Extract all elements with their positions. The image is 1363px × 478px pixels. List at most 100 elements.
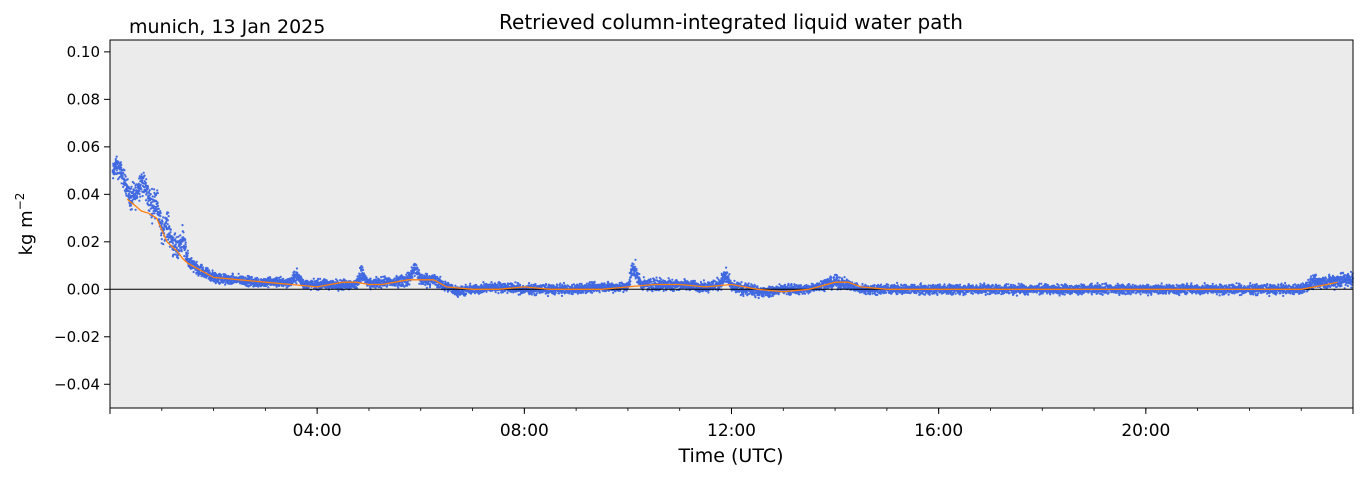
- raw-point: [124, 175, 127, 178]
- raw-point: [442, 280, 445, 283]
- raw-point: [295, 267, 298, 270]
- raw-point: [178, 244, 181, 247]
- raw-point: [129, 190, 132, 193]
- raw-point: [593, 281, 596, 284]
- raw-point: [362, 268, 365, 271]
- raw-point: [148, 189, 151, 192]
- raw-point: [122, 185, 125, 188]
- raw-point: [250, 275, 253, 279]
- raw-point: [146, 187, 150, 190]
- raw-point: [753, 283, 756, 286]
- raw-point: [183, 255, 186, 258]
- raw-point: [168, 225, 171, 228]
- raw-point: [179, 234, 182, 237]
- raw-point: [629, 283, 632, 286]
- raw-point: [130, 185, 133, 188]
- raw-point: [756, 285, 759, 288]
- raw-point: [267, 286, 270, 289]
- raw-point: [482, 281, 485, 284]
- raw-point: [134, 186, 137, 189]
- raw-point: [369, 277, 372, 280]
- raw-point: [490, 281, 493, 284]
- raw-point: [174, 253, 177, 256]
- raw-point: [138, 199, 141, 202]
- raw-point: [184, 247, 187, 250]
- raw-point: [174, 238, 177, 241]
- raw-point: [417, 269, 420, 272]
- raw-point: [186, 249, 189, 252]
- raw-point: [517, 282, 520, 285]
- raw-point: [169, 231, 172, 234]
- raw-point: [312, 277, 315, 280]
- raw-point: [591, 291, 594, 294]
- raw-point: [650, 280, 653, 283]
- raw-point: [192, 270, 195, 274]
- raw-point: [186, 254, 189, 257]
- raw-point: [114, 167, 117, 170]
- raw-point: [127, 192, 131, 195]
- raw-point: [166, 223, 169, 226]
- raw-point: [184, 243, 187, 246]
- raw-point: [588, 281, 592, 284]
- raw-point: [149, 193, 152, 196]
- raw-point: [635, 269, 638, 272]
- raw-point: [137, 182, 140, 185]
- raw-point: [143, 174, 146, 177]
- raw-point: [144, 199, 148, 202]
- raw-point: [143, 186, 146, 189]
- raw-point: [454, 284, 457, 287]
- raw-point: [182, 231, 185, 234]
- raw-point: [725, 266, 728, 269]
- raw-point: [461, 285, 464, 288]
- raw-point: [256, 276, 259, 279]
- raw-point: [217, 278, 220, 281]
- raw-point: [224, 283, 227, 286]
- raw-point: [128, 202, 131, 205]
- raw-point: [161, 220, 164, 223]
- raw-point: [582, 291, 585, 294]
- raw-point: [469, 282, 472, 285]
- raw-point: [122, 171, 125, 174]
- raw-point: [153, 195, 156, 198]
- raw-point: [789, 293, 793, 296]
- raw-point: [115, 169, 118, 172]
- raw-point: [554, 291, 557, 294]
- raw-point: [667, 277, 670, 280]
- raw-point: [144, 188, 147, 191]
- raw-point: [156, 202, 159, 205]
- raw-point: [208, 271, 211, 274]
- raw-point: [497, 292, 500, 295]
- raw-point: [418, 282, 421, 285]
- raw-point: [167, 238, 170, 241]
- raw-point: [153, 212, 156, 215]
- raw-point: [139, 195, 142, 198]
- raw-point: [113, 171, 116, 174]
- raw-point: [642, 276, 645, 279]
- raw-point: [745, 291, 749, 294]
- raw-point: [257, 278, 260, 281]
- raw-point: [114, 157, 117, 161]
- raw-point: [162, 243, 165, 246]
- raw-point: [147, 199, 150, 203]
- raw-point: [485, 290, 488, 293]
- raw-point: [510, 290, 513, 293]
- raw-point: [152, 207, 155, 210]
- raw-point: [153, 188, 156, 191]
- raw-point: [200, 265, 203, 268]
- raw-point: [413, 274, 416, 277]
- raw-point: [129, 204, 132, 207]
- raw-point: [120, 166, 123, 169]
- raw-point: [632, 263, 635, 266]
- raw-point: [769, 295, 773, 298]
- raw-point: [160, 238, 163, 241]
- raw-point: [638, 272, 641, 276]
- raw-point: [119, 161, 122, 164]
- raw-point: [386, 284, 389, 287]
- raw-point: [740, 281, 743, 284]
- raw-point: [136, 196, 139, 199]
- raw-point: [138, 190, 141, 193]
- raw-point: [514, 281, 517, 284]
- raw-point: [116, 162, 119, 165]
- raw-point: [186, 252, 190, 255]
- raw-point: [207, 269, 211, 272]
